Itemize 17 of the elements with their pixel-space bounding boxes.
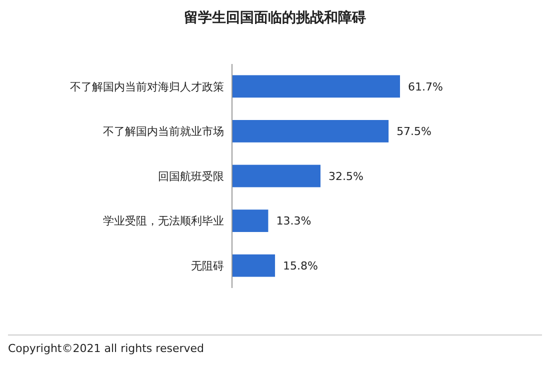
data-label: 13.3% bbox=[276, 214, 312, 228]
y-tick-label: 不了解国内当前就业市场 bbox=[103, 125, 224, 138]
data-label: 61.7% bbox=[408, 80, 443, 94]
bar bbox=[232, 210, 268, 232]
data-label: 32.5% bbox=[328, 170, 364, 183]
bar bbox=[232, 164, 320, 188]
bar bbox=[232, 254, 276, 277]
data-label: 57.5% bbox=[396, 125, 432, 138]
y-tick-label: 学业受阻，无法顺利毕业 bbox=[103, 214, 224, 228]
text: Copyright©2021 all rights reserved bbox=[8, 342, 204, 355]
data-label: 15.8% bbox=[283, 259, 318, 272]
y-tick-label: 无阻碍 bbox=[191, 259, 224, 272]
y-tick-label: 回国航班受限 bbox=[158, 170, 224, 183]
bar bbox=[232, 75, 400, 98]
chart-title: 留学生回国面临的挑战和障碍 bbox=[184, 9, 366, 26]
y-tick-label: 不了解国内当前对海归人才政策 bbox=[70, 80, 224, 94]
bar bbox=[232, 120, 389, 142]
